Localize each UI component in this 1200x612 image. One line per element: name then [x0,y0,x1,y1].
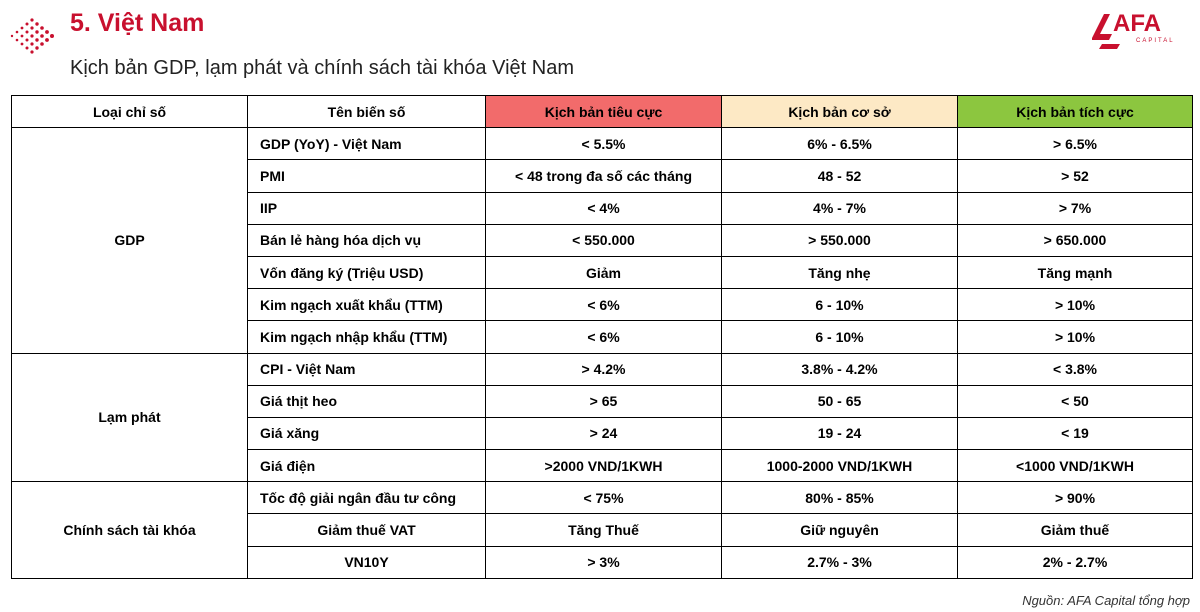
header-negative-scenario: Kịch bản tiêu cực [485,94,722,129]
positive-cell: > 90% [957,481,1193,515]
afa-logo-icon [1092,14,1120,49]
variable-cell: IIP [247,191,486,225]
positive-cell: > 10% [957,288,1193,322]
base-cell: 3.8% - 4.2% [721,352,958,386]
negative-cell: < 6% [485,320,722,354]
table-row: PMI < 48 trong đa số các tháng 48 - 52 >… [12,159,1193,193]
group-label-gdp: GDP [11,127,248,354]
table-row: Bán lẻ hàng hóa dịch vụ < 550.000 > 550.… [12,223,1193,257]
negative-cell: > 24 [485,416,722,451]
logo-subtext: CAPITAL [1136,38,1175,44]
negative-cell: < 5.5% [485,127,722,161]
table-row: Kim ngạch xuất khẩu (TTM) < 6% 6 - 10% >… [12,288,1193,322]
table-row: Vốn đăng ký (Triệu USD) Giảm Tăng nhẹ Tă… [12,255,1193,290]
negative-cell: < 6% [485,288,722,322]
positive-cell: Tăng mạnh [957,255,1193,290]
base-cell: 2.7% - 3% [721,545,958,579]
group-label-inflation: Lạm phát [11,352,248,483]
variable-cell: Kim ngạch xuất khẩu (TTM) [247,288,486,322]
variable-cell: Giá thịt heo [247,384,486,418]
variable-cell: Giảm thuế VAT [247,513,486,547]
base-cell: Tăng nhẹ [721,255,958,290]
variable-cell: VN10Y [247,545,486,579]
positive-cell: > 650.000 [957,223,1193,257]
negative-cell: < 4% [485,191,722,225]
table-header-row: Loại chỉ số Tên biến số Kịch bản tiêu cự… [11,94,1193,129]
positive-cell: > 52 [957,159,1193,193]
variable-cell: Kim ngạch nhập khẩu (TTM) [247,320,486,354]
positive-cell: 2% - 2.7% [957,545,1193,579]
base-cell: 80% - 85% [721,481,958,515]
negative-cell: > 4.2% [485,352,722,386]
variable-cell: CPI - Việt Nam [247,352,486,386]
base-cell: 6 - 10% [721,320,958,354]
slide-subtitle: Kịch bản GDP, lạm phát và chính sách tài… [70,57,574,79]
base-cell: 6% - 6.5% [721,127,958,161]
base-cell: 4% - 7% [721,191,958,225]
header-base-scenario: Kịch bản cơ sở [721,94,958,129]
base-cell: 50 - 65 [721,384,958,418]
negative-cell: < 550.000 [485,223,722,257]
logo-text: AFA [1113,10,1161,37]
table-row: VN10Y > 3% 2.7% - 3% 2% - 2.7% [12,545,1193,579]
negative-cell: > 3% [485,545,722,579]
source-note: Nguồn: AFA Capital tổng hợp [1022,593,1190,608]
table-row: Giảm thuế VAT Tăng Thuế Giữ nguyên Giảm … [12,513,1193,547]
section-title: 5. Việt Nam [70,9,205,37]
table-row: Chính sách tài khóa Tốc độ giải ngân đầu… [11,481,1193,579]
variable-cell: GDP (YoY) - Việt Nam [247,127,486,161]
table-row: IIP < 4% 4% - 7% > 7% [12,191,1193,225]
table-row: Giá thịt heo > 65 50 - 65 < 50 [12,384,1193,418]
variable-cell: Giá điện [247,449,486,483]
table-row: Giá xăng > 24 19 - 24 < 19 [12,416,1193,451]
negative-cell: Tăng Thuế [485,513,722,547]
variable-cell: Tốc độ giải ngân đầu tư công [247,481,486,515]
scenario-table: Loại chỉ số Tên biến số Kịch bản tiêu cự… [11,94,1193,579]
positive-cell: < 3.8% [957,352,1193,386]
positive-cell: <1000 VND/1KWH [957,449,1193,483]
positive-cell: > 10% [957,320,1193,354]
negative-cell: > 65 [485,384,722,418]
negative-cell: < 48 trong đa số các tháng [485,159,722,193]
negative-cell: >2000 VND/1KWH [485,449,722,483]
negative-cell: Giảm [485,255,722,290]
group-label-fiscal-policy: Chính sách tài khóa [11,481,248,579]
variable-cell: Vốn đăng ký (Triệu USD) [247,255,486,290]
base-cell: Giữ nguyên [721,513,958,547]
header-variable: Tên biến số [247,94,486,129]
header-positive-scenario: Kịch bản tích cực [957,94,1193,129]
base-cell: > 550.000 [721,223,958,257]
negative-cell: < 75% [485,481,722,515]
base-cell: 19 - 24 [721,416,958,451]
decorative-dots-icon [10,18,54,54]
positive-cell: > 6.5% [957,127,1193,161]
header-category: Loại chỉ số [11,94,248,129]
positive-cell: < 50 [957,384,1193,418]
variable-cell: Bán lẻ hàng hóa dịch vụ [247,223,486,257]
table-row: Lạm phát CPI - Việt Nam > 4.2% 3.8% - 4.… [11,352,1193,483]
variable-cell: PMI [247,159,486,193]
positive-cell: Giảm thuế [957,513,1193,547]
base-cell: 48 - 52 [721,159,958,193]
base-cell: 1000-2000 VND/1KWH [721,449,958,483]
table-row: GDP GDP (YoY) - Việt Nam < 5.5% 6% - 6.5… [11,127,1193,354]
positive-cell: < 19 [957,416,1193,451]
slide-header: 5. Việt Nam Kịch bản GDP, lạm phát và ch… [0,0,1200,92]
variable-cell: Giá xăng [247,416,486,451]
positive-cell: > 7% [957,191,1193,225]
base-cell: 6 - 10% [721,288,958,322]
